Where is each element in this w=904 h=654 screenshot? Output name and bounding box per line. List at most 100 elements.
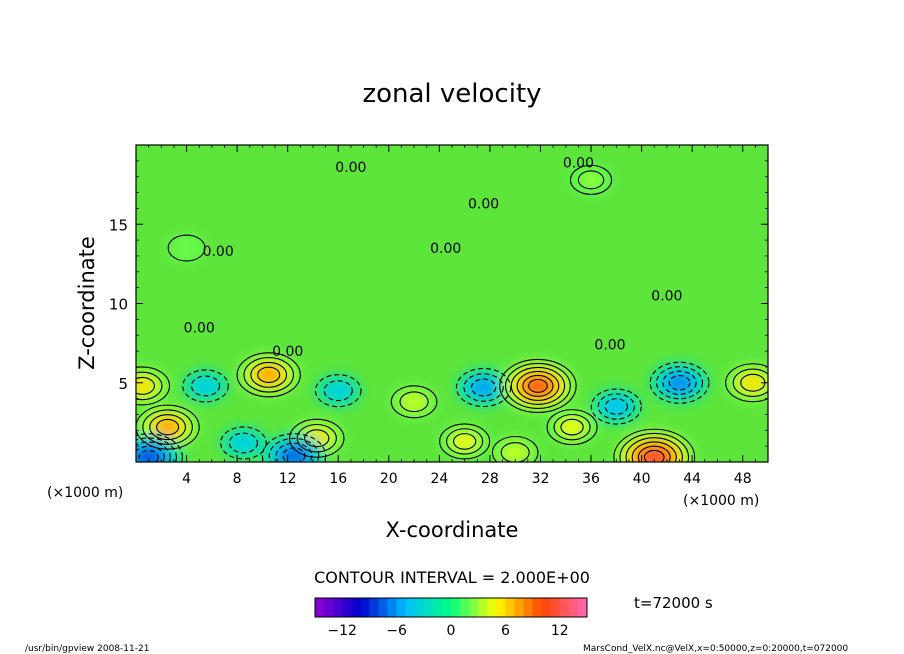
y-tick-label: 5 <box>118 375 128 393</box>
colorbar-cell <box>514 598 524 617</box>
colorbar-cell <box>532 598 542 617</box>
colorbar-cell <box>451 598 461 617</box>
contour-line <box>613 428 696 462</box>
contour-line <box>500 442 530 462</box>
colorbar-tick-label: 12 <box>551 623 569 639</box>
contour-line <box>167 234 206 262</box>
contour-label: 0.00 <box>594 338 625 354</box>
contour-line <box>439 423 491 460</box>
contour-line <box>631 441 677 462</box>
colorbar-cell <box>324 598 334 617</box>
colorbar-cell <box>487 598 497 617</box>
plot-area <box>136 145 768 462</box>
contour-line <box>546 409 598 446</box>
contour-line <box>470 378 497 397</box>
contour-lines <box>136 164 768 462</box>
colorbar-cell <box>568 598 579 617</box>
colorbar-cell <box>423 598 434 617</box>
contour-labels: 0.00 0.00 0.00 0.00 0.00 0.00 0.00 0.00 0.00 <box>184 155 683 360</box>
colorbar-cell <box>387 598 397 617</box>
field-blob <box>501 442 530 462</box>
colorbar-cell <box>351 598 361 617</box>
x-tick-label: 8 <box>233 471 242 487</box>
contour-line <box>220 426 267 460</box>
contour-line <box>228 432 259 454</box>
contour-line <box>649 361 710 404</box>
field-blob <box>453 433 476 450</box>
x-axis: 4 8 12 16 20 24 28 32 36 40 44 48 <box>148 145 756 487</box>
footer-right: MarsCond_VelX.nc@VelX,x=0:50000,z=0:2000… <box>583 644 848 654</box>
contour-line <box>268 437 320 462</box>
colorbar-cell <box>378 598 388 617</box>
contour-line <box>236 352 301 398</box>
contour-line <box>136 441 171 462</box>
y-axis: 5 10 15 <box>109 160 768 447</box>
colorbar: −12 −6 0 6 12 <box>314 597 588 639</box>
colorbar-cell <box>369 598 379 617</box>
field-blob <box>669 375 690 390</box>
x-axis-label: X-coordinate <box>386 518 519 542</box>
x-tick-label: 4 <box>182 471 191 487</box>
colorbar-tick-label: −6 <box>386 623 407 639</box>
contour-line <box>257 366 281 384</box>
field-blob <box>740 374 765 392</box>
contour-label: 0.00 <box>203 244 234 260</box>
contour-line <box>655 366 704 400</box>
contour-label: 0.00 <box>563 155 594 171</box>
colorbar-cell <box>432 598 443 617</box>
contour-line <box>289 418 345 458</box>
x-tick-label: 32 <box>532 471 550 487</box>
contour-label: 0.00 <box>430 241 461 257</box>
y-tick-label: 15 <box>109 216 128 234</box>
field-blob <box>156 419 179 435</box>
contour-line <box>455 367 512 408</box>
colorbar-cell <box>505 598 515 617</box>
contour-line <box>577 170 605 190</box>
contour-line <box>637 445 671 462</box>
contour-line <box>452 433 477 450</box>
contour-line <box>619 432 690 462</box>
colorbar-cell <box>496 598 506 617</box>
footer-left: /usr/bin/gpview 2008-11-21 <box>25 644 149 654</box>
contour-line <box>553 413 591 441</box>
colorbar-cell <box>523 598 533 617</box>
contour-label: 0.00 <box>651 289 682 305</box>
x-tick-label: 36 <box>582 471 600 487</box>
contour-line <box>399 391 429 413</box>
colorbar-tick-label: 6 <box>501 623 510 639</box>
contour-line <box>643 449 665 462</box>
contour-line <box>250 361 288 388</box>
contour-line <box>569 164 613 195</box>
colorbar-cell <box>396 598 406 617</box>
colorbar-cell <box>414 598 425 617</box>
field-blob <box>257 367 280 383</box>
contour-line <box>149 414 187 441</box>
y-tick-label: 10 <box>109 296 128 314</box>
contour-line <box>560 418 584 436</box>
contour-line <box>522 374 554 397</box>
x-tick-label: 12 <box>279 471 297 487</box>
contour-line <box>138 449 159 462</box>
colorbar-cell <box>550 598 561 617</box>
field-blob <box>191 376 220 396</box>
contour-line <box>390 385 438 419</box>
contour-line <box>590 388 642 425</box>
field-blob <box>136 377 155 395</box>
colorbar-cell <box>333 598 343 617</box>
x-tick-label: 24 <box>430 471 448 487</box>
colorbar-cell <box>478 598 488 617</box>
colorbar-cell <box>469 598 479 617</box>
contour-line <box>142 409 193 445</box>
colorbar-cell <box>541 598 552 617</box>
field-blob <box>644 450 665 462</box>
contour-line <box>662 370 697 395</box>
field-blob <box>560 419 584 435</box>
contour-label: 0.00 <box>184 320 215 336</box>
field-blob <box>528 379 548 393</box>
contour-line <box>491 435 539 462</box>
contour-line <box>725 363 768 403</box>
colorbar-cell <box>460 598 470 617</box>
colorbar-cell <box>405 598 416 617</box>
contour-line <box>275 442 313 462</box>
